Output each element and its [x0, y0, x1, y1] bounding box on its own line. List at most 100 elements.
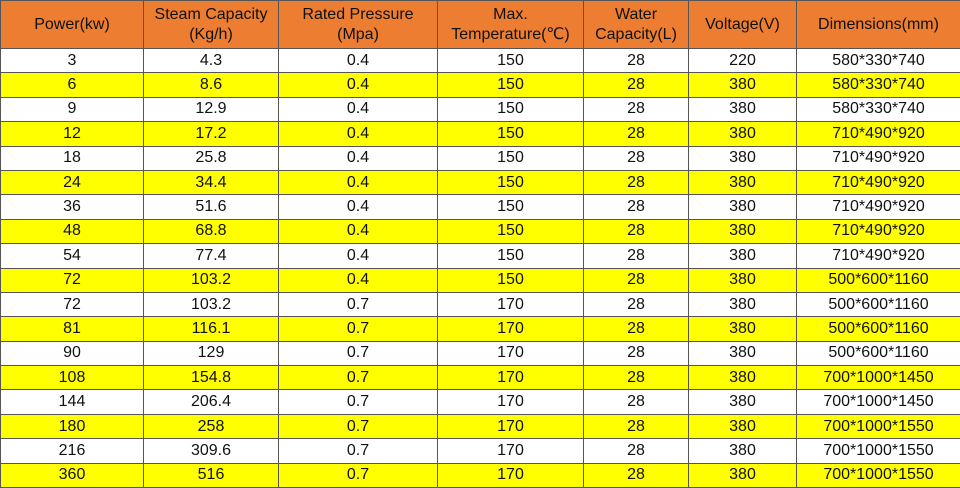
cell-dimensions: 710*490*920 [796, 218, 960, 245]
cell-power: 18 [0, 145, 144, 171]
cell-dimensions: 580*330*740 [796, 96, 960, 123]
cell-steam-capacity: 258 [143, 413, 279, 440]
cell-voltage: 380 [688, 413, 797, 440]
header-voltage: Voltage(V) [688, 0, 797, 49]
table-row: 360 516 0.7 170 28 380 700*1000*1550 [0, 462, 960, 488]
cell-power: 36 [0, 194, 144, 220]
cell-steam-capacity: 51.6 [143, 194, 279, 220]
cell-max-temperature: 150 [437, 218, 584, 245]
cell-water-capacity: 28 [583, 121, 689, 147]
header-line: Temperature(℃) [451, 25, 570, 43]
table-row: 9 12.9 0.4 150 28 380 580*330*740 [0, 96, 960, 123]
cell-max-temperature: 170 [437, 291, 584, 318]
cell-rated-pressure: 0.4 [278, 169, 438, 196]
cell-dimensions: 700*1000*1550 [796, 438, 960, 464]
table-row: 108 154.8 0.7 170 28 380 700*1000*1450 [0, 365, 960, 391]
table-row: 3 4.3 0.4 150 28 220 580*330*740 [0, 47, 960, 74]
cell-rated-pressure: 0.4 [278, 121, 438, 147]
table-row: 6 8.6 0.4 150 28 380 580*330*740 [0, 72, 960, 98]
cell-rated-pressure: 0.4 [278, 72, 438, 98]
cell-voltage: 380 [688, 96, 797, 123]
cell-dimensions: 710*490*920 [796, 169, 960, 196]
cell-power: 360 [0, 462, 144, 488]
header-line: Max. [493, 5, 528, 23]
cell-steam-capacity: 8.6 [143, 72, 279, 98]
cell-steam-capacity: 206.4 [143, 389, 279, 415]
cell-steam-capacity: 116.1 [143, 316, 279, 342]
cell-steam-capacity: 103.2 [143, 267, 279, 293]
cell-water-capacity: 28 [583, 389, 689, 415]
cell-max-temperature: 170 [437, 413, 584, 440]
header-line: Water [614, 5, 658, 23]
cell-max-temperature: 150 [437, 243, 584, 269]
header-line: Capacity(L) [595, 25, 677, 43]
cell-rated-pressure: 0.4 [278, 194, 438, 220]
cell-voltage: 380 [688, 389, 797, 415]
cell-voltage: 380 [688, 267, 797, 293]
header-power: Power(kw) [0, 0, 144, 49]
header-line: Voltage(V) [705, 15, 780, 33]
cell-power: 72 [0, 267, 144, 293]
header-line: Dimensions(mm) [818, 15, 939, 33]
cell-water-capacity: 28 [583, 291, 689, 318]
table-row: 24 34.4 0.4 150 28 380 710*490*920 [0, 169, 960, 196]
cell-water-capacity: 28 [583, 72, 689, 98]
cell-rated-pressure: 0.7 [278, 316, 438, 342]
cell-dimensions: 700*1000*1550 [796, 462, 960, 488]
cell-voltage: 380 [688, 438, 797, 464]
cell-water-capacity: 28 [583, 462, 689, 488]
cell-voltage: 380 [688, 72, 797, 98]
cell-water-capacity: 28 [583, 438, 689, 464]
cell-steam-capacity: 68.8 [143, 218, 279, 245]
cell-water-capacity: 28 [583, 413, 689, 440]
cell-rated-pressure: 0.4 [278, 243, 438, 269]
cell-steam-capacity: 516 [143, 462, 279, 488]
cell-voltage: 380 [688, 340, 797, 367]
cell-rated-pressure: 0.7 [278, 462, 438, 488]
table-row: 72 103.2 0.4 150 28 380 500*600*1160 [0, 267, 960, 293]
cell-dimensions: 710*490*920 [796, 194, 960, 220]
cell-steam-capacity: 103.2 [143, 291, 279, 318]
table-row: 216 309.6 0.7 170 28 380 700*1000*1550 [0, 438, 960, 464]
cell-water-capacity: 28 [583, 365, 689, 391]
table-row: 48 68.8 0.4 150 28 380 710*490*920 [0, 218, 960, 245]
cell-max-temperature: 150 [437, 267, 584, 293]
cell-steam-capacity: 12.9 [143, 96, 279, 123]
cell-water-capacity: 28 [583, 47, 689, 74]
cell-power: 144 [0, 389, 144, 415]
cell-steam-capacity: 25.8 [143, 145, 279, 171]
cell-rated-pressure: 0.4 [278, 267, 438, 293]
table-row: 72 103.2 0.7 170 28 380 500*600*1160 [0, 291, 960, 318]
header-line: (Mpa) [337, 25, 379, 43]
table-row: 81 116.1 0.7 170 28 380 500*600*1160 [0, 316, 960, 342]
cell-water-capacity: 28 [583, 96, 689, 123]
cell-rated-pressure: 0.7 [278, 365, 438, 391]
table-row: 36 51.6 0.4 150 28 380 710*490*920 [0, 194, 960, 220]
cell-dimensions: 500*600*1160 [796, 291, 960, 318]
cell-max-temperature: 150 [437, 72, 584, 98]
cell-steam-capacity: 309.6 [143, 438, 279, 464]
cell-rated-pressure: 0.4 [278, 218, 438, 245]
cell-voltage: 380 [688, 145, 797, 171]
cell-dimensions: 580*330*740 [796, 47, 960, 74]
cell-max-temperature: 150 [437, 96, 584, 123]
header-dimensions: Dimensions(mm) [796, 0, 960, 49]
header-max-temperature: Max. Temperature(℃) [437, 0, 584, 49]
cell-dimensions: 710*490*920 [796, 243, 960, 269]
cell-rated-pressure: 0.7 [278, 438, 438, 464]
cell-dimensions: 700*1000*1550 [796, 413, 960, 440]
cell-water-capacity: 28 [583, 218, 689, 245]
header-line: (Kg/h) [189, 25, 233, 43]
cell-rated-pressure: 0.7 [278, 340, 438, 367]
cell-dimensions: 700*1000*1450 [796, 365, 960, 391]
cell-dimensions: 710*490*920 [796, 121, 960, 147]
cell-power: 12 [0, 121, 144, 147]
cell-voltage: 380 [688, 365, 797, 391]
cell-rated-pressure: 0.7 [278, 291, 438, 318]
cell-power: 216 [0, 438, 144, 464]
cell-power: 72 [0, 291, 144, 318]
header-line: Steam Capacity [154, 5, 268, 23]
cell-rated-pressure: 0.4 [278, 47, 438, 74]
table-row: 180 258 0.7 170 28 380 700*1000*1550 [0, 413, 960, 440]
